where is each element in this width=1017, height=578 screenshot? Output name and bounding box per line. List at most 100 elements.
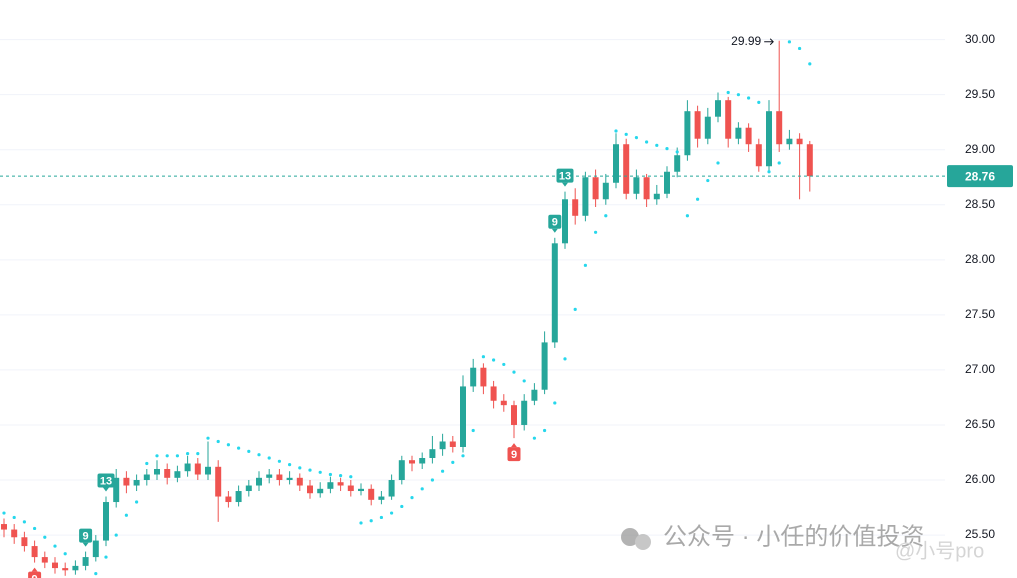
candle-body (133, 480, 140, 486)
candle-body (215, 466, 222, 497)
candle-body (296, 477, 303, 486)
candle-body (123, 477, 130, 486)
sar-dot (43, 535, 47, 539)
candle-body (358, 488, 364, 492)
candle-body (460, 386, 466, 447)
sar-dot (553, 401, 557, 405)
candle-body (409, 460, 415, 464)
candle-body (490, 386, 497, 401)
candle-body (745, 127, 752, 145)
y-tick-label: 30.00 (965, 32, 995, 46)
sar-dot (512, 370, 516, 374)
candle-body (103, 502, 109, 541)
sar-dot (532, 436, 537, 440)
sar-dot (522, 379, 526, 383)
sar-dot (594, 230, 598, 234)
sar-dot (583, 263, 588, 267)
sar-dot (288, 463, 292, 467)
candle-body (41, 557, 48, 563)
candle-body (154, 469, 160, 475)
signal-label: 9 (552, 217, 558, 229)
candle-body (796, 138, 803, 145)
sar-dot (696, 197, 700, 201)
sar-dot (787, 40, 792, 44)
candle-body (31, 546, 38, 558)
y-tick-label: 29.00 (965, 142, 995, 156)
sar-dot (369, 519, 373, 523)
sar-dot (502, 362, 506, 367)
sar-dot (808, 62, 812, 66)
sar-dot (186, 451, 190, 456)
candle-body (725, 100, 732, 139)
max-price-arrow (764, 38, 774, 46)
sar-dot (390, 511, 394, 515)
sar-dot (655, 143, 659, 147)
candle-body (398, 460, 405, 481)
sar-dot (410, 496, 414, 500)
signal-label: 9 (511, 449, 517, 461)
candle-body (52, 562, 58, 569)
candle-body (164, 469, 171, 478)
signal-box (507, 447, 521, 462)
candle-body (337, 482, 344, 486)
candle-body (806, 144, 813, 177)
sar-dot (716, 161, 720, 165)
candle-body (143, 474, 150, 481)
sar-dot (206, 436, 210, 440)
y-tick-label: 26.50 (965, 417, 995, 431)
sar-dot (216, 439, 220, 444)
candle-body (368, 488, 375, 500)
candle-body (653, 193, 660, 200)
sar-dot (349, 475, 353, 479)
candle-body (347, 485, 354, 492)
candle-body (235, 491, 242, 503)
sar-dot (124, 513, 128, 517)
signal-pointer (551, 228, 558, 233)
sar-dot (563, 357, 567, 361)
candle-body (500, 400, 507, 406)
signal-pointer (103, 487, 109, 492)
grid (0, 39, 945, 536)
candle-body (174, 471, 181, 478)
candle-body (62, 568, 69, 571)
candle-body (205, 466, 211, 475)
candle-body (388, 480, 395, 497)
candle-body (602, 182, 609, 200)
candle-body (72, 565, 79, 571)
candle-body (623, 144, 630, 194)
max-price-label: 29.99 (731, 34, 761, 48)
plot: 9913991329.99 (0, 34, 945, 578)
candle-body (582, 177, 589, 216)
candle-body (551, 243, 558, 343)
candle-body (704, 116, 711, 139)
candle-body (511, 405, 517, 425)
sar-dot (451, 460, 455, 464)
sar-dot (135, 500, 139, 504)
candle-body (266, 474, 273, 478)
candle-body (184, 463, 191, 472)
sar-dot (94, 571, 98, 576)
wechat-icon (621, 528, 639, 546)
candle-body (276, 474, 283, 481)
watermark-handle: @小号pro (895, 539, 984, 562)
candle-body (786, 138, 793, 145)
candle-body (613, 144, 619, 183)
sar-dot (155, 454, 159, 458)
sar-dot (104, 555, 108, 559)
sar-dot (726, 90, 730, 95)
candle-body (419, 457, 426, 464)
candle-body (256, 477, 262, 486)
sar-dot (359, 521, 363, 525)
candle-body (755, 144, 762, 167)
candle-body (531, 389, 538, 401)
sar-dot (614, 129, 618, 133)
sar-dot (2, 511, 6, 515)
y-axis: 25.50 26.00 26.50 27.00 27.50 28.00 28.50 29.00… (947, 32, 1013, 541)
sar-dot (308, 468, 312, 472)
candle-body (21, 537, 28, 547)
sar-dot (706, 178, 710, 183)
candle-body (694, 111, 701, 139)
candle-body (317, 488, 324, 494)
candle-body (245, 485, 252, 492)
signal-pointer (31, 567, 38, 572)
